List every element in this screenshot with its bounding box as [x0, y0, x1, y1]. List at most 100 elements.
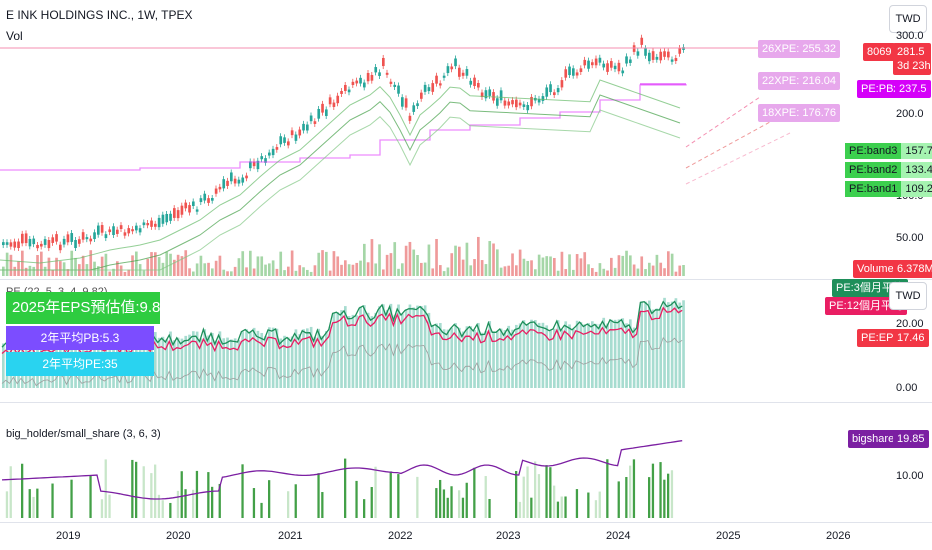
volume-value-tag: 6.378M [893, 260, 932, 278]
pe-bar [651, 309, 655, 388]
candle-body [579, 68, 583, 72]
candle-body [89, 238, 93, 242]
big-holder-chart[interactable] [0, 430, 840, 520]
volume-bar [180, 256, 184, 276]
pe-bar [446, 329, 450, 388]
volume-bar [51, 270, 55, 276]
candle-body [184, 202, 188, 209]
pe-bar [336, 312, 340, 388]
pe-bar [515, 324, 518, 388]
candle-body [674, 58, 678, 62]
bigholder-bar [439, 479, 442, 518]
volume-bar [70, 250, 74, 276]
candle-body [446, 66, 450, 74]
candle-body [116, 229, 119, 234]
bigholder-bar [667, 473, 670, 518]
pe-bar [218, 331, 222, 388]
currency-button[interactable]: TWD [889, 5, 927, 33]
candle-body [13, 241, 17, 248]
candle-body [28, 238, 32, 247]
candle-body [648, 52, 651, 62]
bigholder-bar [211, 486, 214, 518]
volume-bar [465, 242, 469, 276]
volume-bar [211, 268, 214, 276]
candle-body [556, 88, 560, 93]
band1-tag: PE:band1 109.2 [845, 181, 932, 197]
volume-bar [526, 260, 530, 276]
pe-bar [496, 331, 499, 388]
pe-bar [492, 331, 495, 388]
candle-body [526, 104, 530, 111]
x-label-2019: 2019 [56, 530, 81, 542]
volume-bar [458, 246, 461, 276]
bigholder-bar [648, 477, 651, 518]
pe-bar [275, 328, 279, 388]
pe-bar [587, 322, 590, 388]
candle-body [165, 213, 169, 223]
pe-bar [222, 338, 226, 388]
pe-bar [454, 323, 457, 388]
volume-bar [382, 269, 385, 276]
pe-bar [465, 326, 469, 388]
candle-body [667, 51, 670, 58]
candle-body [465, 69, 469, 76]
candle-body [530, 96, 533, 107]
bighholder-legend[interactable]: big_holder/small_share (3, 6, 3) [6, 428, 161, 440]
volume-bar [602, 268, 606, 276]
band2-tag: PE:band2 133.4 [845, 162, 932, 178]
bigholder-bar [157, 494, 161, 518]
volume-bar [446, 267, 450, 276]
candle-body [336, 95, 340, 104]
candle-body [401, 97, 404, 107]
candle-body [249, 161, 252, 169]
candle-body [306, 124, 309, 131]
pane-divider-1[interactable] [0, 279, 932, 280]
candle-body [374, 67, 378, 73]
volume-bar [184, 250, 188, 276]
volume-bar [302, 267, 305, 276]
candle-body [5, 242, 9, 245]
bigholder-bar [442, 489, 446, 518]
volume-legend[interactable]: Vol [6, 29, 23, 43]
bigholder-bar [207, 472, 210, 518]
bigholder-bar [252, 488, 256, 518]
volume-bar [214, 260, 218, 276]
volume-bar [233, 266, 237, 276]
pe-bar [389, 303, 393, 388]
candle-body [108, 229, 112, 233]
pe-bar [480, 332, 484, 388]
pe-bar [237, 339, 241, 388]
bigholder-bar [268, 480, 271, 518]
volume-bar [127, 269, 131, 276]
bigholder-bar [530, 497, 533, 518]
pe-bar [613, 319, 617, 388]
bigholder-bar [195, 470, 199, 518]
volume-bar [313, 265, 317, 276]
volume-bar [252, 268, 256, 276]
candle-body [359, 77, 362, 84]
bigholder-bar [534, 461, 537, 518]
pe-bar [507, 325, 511, 388]
volume-bar [431, 268, 435, 276]
candle-body [55, 234, 58, 242]
volume-bar [450, 253, 454, 276]
xpe26-label: 26XPE: 255.32 [758, 40, 841, 58]
currency-button-2[interactable]: TWD [889, 282, 927, 310]
volume-bar [579, 258, 583, 276]
main-price-chart[interactable] [0, 30, 840, 278]
pe-bar [477, 322, 480, 388]
volume-bar [632, 264, 636, 276]
candle-body [404, 98, 408, 108]
volume-bar [587, 264, 590, 276]
candle-body [131, 229, 134, 232]
volume-bar [192, 271, 195, 276]
pe-bar [290, 336, 294, 388]
pe-bar [575, 320, 579, 388]
bigholder-bar [218, 483, 221, 518]
pe-bar [674, 298, 678, 388]
pane-divider-2[interactable] [0, 402, 932, 403]
volume-bar [13, 266, 17, 276]
pe-bar [416, 305, 419, 388]
candle-body [442, 75, 446, 78]
candle-body [74, 240, 77, 248]
